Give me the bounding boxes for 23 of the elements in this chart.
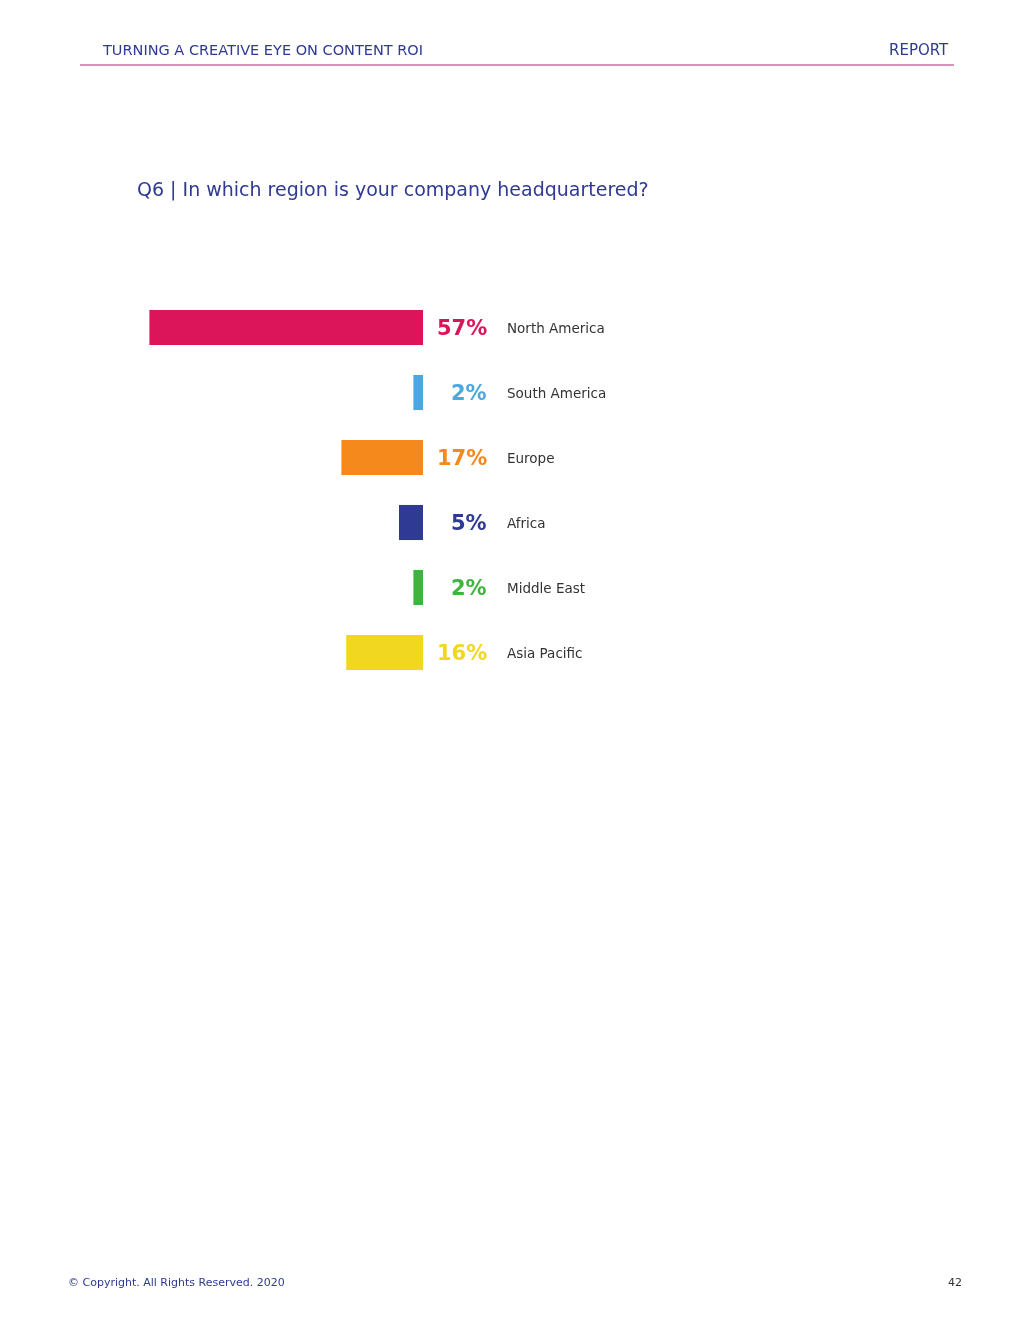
data-label: 2% — [451, 381, 487, 405]
y-tick-label: Asia Pacific — [507, 645, 583, 661]
data-label: 17% — [437, 446, 488, 470]
data-label: 57% — [437, 316, 488, 340]
data-label: 16% — [437, 641, 488, 665]
chart-title: Q6 | In which region is your company headquartered? — [137, 178, 649, 201]
text: © Copyright. All Rights Reserved. 2020 — [68, 1276, 285, 1289]
bar — [413, 569, 423, 606]
y-tick-label: South America — [507, 385, 607, 401]
y-tick-label: Middle East — [507, 580, 586, 596]
bar — [399, 504, 423, 541]
y-tick-label: North America — [507, 320, 605, 336]
bar — [346, 634, 423, 671]
bar — [341, 439, 423, 476]
y-tick-label: Africa — [507, 515, 546, 531]
bar — [413, 374, 423, 411]
y-tick-label: Europe — [507, 450, 555, 466]
data-label: 2% — [451, 576, 487, 600]
bar — [149, 309, 423, 346]
text: TURNING A CREATIVE EYE ON CONTENT ROI — [102, 42, 424, 58]
text: 42 — [948, 1276, 962, 1289]
text: REPORT — [889, 41, 950, 59]
data-label: 5% — [451, 511, 487, 535]
